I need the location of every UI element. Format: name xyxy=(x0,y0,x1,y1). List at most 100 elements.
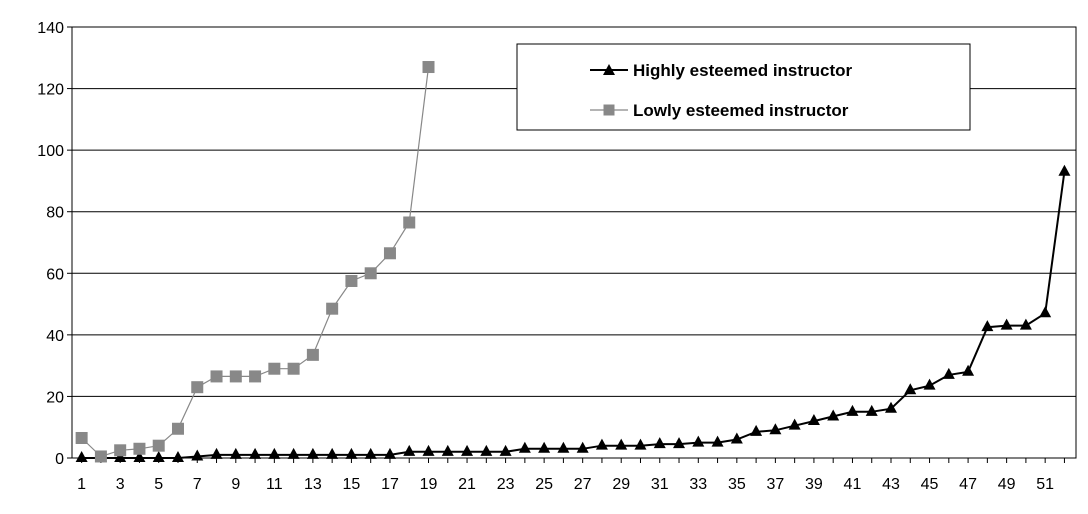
x-tick-label-13: 13 xyxy=(304,476,322,493)
data-point-lowly-3 xyxy=(114,444,127,457)
data-point-highly-22 xyxy=(480,444,493,456)
data-point-highly-42 xyxy=(865,404,878,416)
data-point-lowly-7 xyxy=(191,381,204,394)
legend-marker-square xyxy=(603,104,615,116)
x-tick-label-41: 41 xyxy=(844,476,862,493)
data-point-highly-5 xyxy=(152,451,165,462)
x-tick-label-29: 29 xyxy=(612,476,630,493)
data-point-lowly-16 xyxy=(364,267,377,280)
data-point-lowly-19 xyxy=(422,61,435,74)
legend: Highly esteemed instructor Lowly esteeme… xyxy=(516,43,971,131)
data-point-highly-9 xyxy=(229,447,242,459)
data-point-highly-27 xyxy=(576,441,589,453)
data-point-highly-12 xyxy=(287,447,300,459)
x-tick-label-11: 11 xyxy=(266,476,283,493)
data-point-lowly-4 xyxy=(133,442,146,455)
data-point-highly-51 xyxy=(1039,306,1052,318)
legend-label-lowly: Lowly esteemed instructor xyxy=(633,101,849,120)
data-point-highly-25 xyxy=(538,441,551,453)
data-point-highly-24 xyxy=(518,441,531,453)
data-point-highly-48 xyxy=(981,320,994,332)
data-point-highly-45 xyxy=(923,378,936,390)
x-tick-label-31: 31 xyxy=(651,476,669,493)
data-point-highly-11 xyxy=(268,447,281,459)
data-point-highly-31 xyxy=(653,437,666,449)
data-point-lowly-12 xyxy=(287,362,300,375)
legend-entry-highly: Highly esteemed instructor xyxy=(590,61,853,80)
data-point-lowly-17 xyxy=(383,247,396,260)
data-point-lowly-13 xyxy=(306,348,319,361)
data-point-highly-4 xyxy=(133,451,146,462)
data-point-highly-40 xyxy=(827,409,840,421)
data-point-highly-6 xyxy=(171,451,184,462)
data-point-highly-43 xyxy=(885,401,898,413)
legend-box xyxy=(516,43,971,131)
y-tick-label-140: 140 xyxy=(37,20,64,37)
data-point-highly-34 xyxy=(711,435,724,447)
data-point-highly-28 xyxy=(595,438,608,450)
series-lowly xyxy=(75,61,435,463)
x-tick-label-5: 5 xyxy=(154,476,163,493)
data-point-highly-7 xyxy=(191,449,204,461)
data-point-highly-16 xyxy=(364,447,377,459)
x-tick-label-25: 25 xyxy=(535,476,553,493)
series-highly xyxy=(75,164,1071,462)
data-point-highly-8 xyxy=(210,447,223,459)
data-point-lowly-2 xyxy=(94,450,107,463)
x-tick-label-23: 23 xyxy=(497,476,515,493)
data-point-lowly-10 xyxy=(249,370,262,383)
x-tick-label-17: 17 xyxy=(381,476,399,493)
data-point-lowly-18 xyxy=(403,216,416,229)
y-tick-label-40: 40 xyxy=(46,328,64,345)
data-point-highly-35 xyxy=(730,432,743,444)
data-point-highly-13 xyxy=(306,447,319,459)
x-tick-label-39: 39 xyxy=(805,476,823,493)
data-point-lowly-6 xyxy=(171,422,184,435)
data-point-lowly-9 xyxy=(229,370,242,383)
x-tick-label-45: 45 xyxy=(921,476,939,493)
x-tick-label-33: 33 xyxy=(689,476,707,493)
data-point-highly-21 xyxy=(461,444,474,456)
series-line-0 xyxy=(81,171,1066,459)
data-point-highly-23 xyxy=(499,444,512,456)
data-point-highly-26 xyxy=(557,441,570,453)
data-point-lowly-1 xyxy=(75,431,88,444)
data-point-lowly-8 xyxy=(210,370,223,383)
x-tick-label-47: 47 xyxy=(959,476,977,493)
data-point-highly-18 xyxy=(403,444,416,456)
data-point-highly-44 xyxy=(904,383,917,395)
y-tick-label-80: 80 xyxy=(46,205,64,222)
data-point-highly-15 xyxy=(345,447,358,459)
data-point-highly-46 xyxy=(942,367,955,379)
x-tick-label-51: 51 xyxy=(1036,476,1054,493)
x-tick-labels: 1 3 5 7 9 11 13 15 17 19 21 23 25 27 29 31 33 35 37 39 41 43 4… xyxy=(77,476,1054,493)
data-point-lowly-14 xyxy=(326,302,339,315)
data-point-highly-37 xyxy=(769,423,782,435)
data-point-highly-32 xyxy=(673,437,686,449)
data-point-lowly-5 xyxy=(152,439,165,452)
x-tick-label-19: 19 xyxy=(420,476,438,493)
data-point-highly-14 xyxy=(326,447,339,459)
x-tick-label-37: 37 xyxy=(766,476,784,493)
data-point-highly-38 xyxy=(788,418,801,430)
data-point-lowly-11 xyxy=(268,362,281,375)
legend-marker-triangle xyxy=(603,64,615,75)
data-point-highly-49 xyxy=(1000,318,1013,330)
y-tick-label-60: 60 xyxy=(46,266,64,283)
data-series xyxy=(75,61,1071,463)
y-tick-labels: 0 20 40 60 80 100 120 140 xyxy=(37,20,64,468)
legend-entry-lowly: Lowly esteemed instructor xyxy=(590,101,849,120)
y-tick-label-20: 20 xyxy=(46,389,64,406)
data-point-highly-39 xyxy=(807,414,820,426)
data-point-highly-36 xyxy=(750,424,763,436)
data-point-highly-41 xyxy=(846,404,859,416)
plot-area xyxy=(71,26,1077,459)
x-tick-label-21: 21 xyxy=(458,476,476,493)
data-point-highly-3 xyxy=(114,451,127,462)
data-point-highly-17 xyxy=(383,447,396,459)
data-point-highly-10 xyxy=(249,447,262,459)
x-tick-label-7: 7 xyxy=(193,476,202,493)
data-point-lowly-15 xyxy=(345,274,358,287)
data-point-highly-52 xyxy=(1058,164,1071,176)
